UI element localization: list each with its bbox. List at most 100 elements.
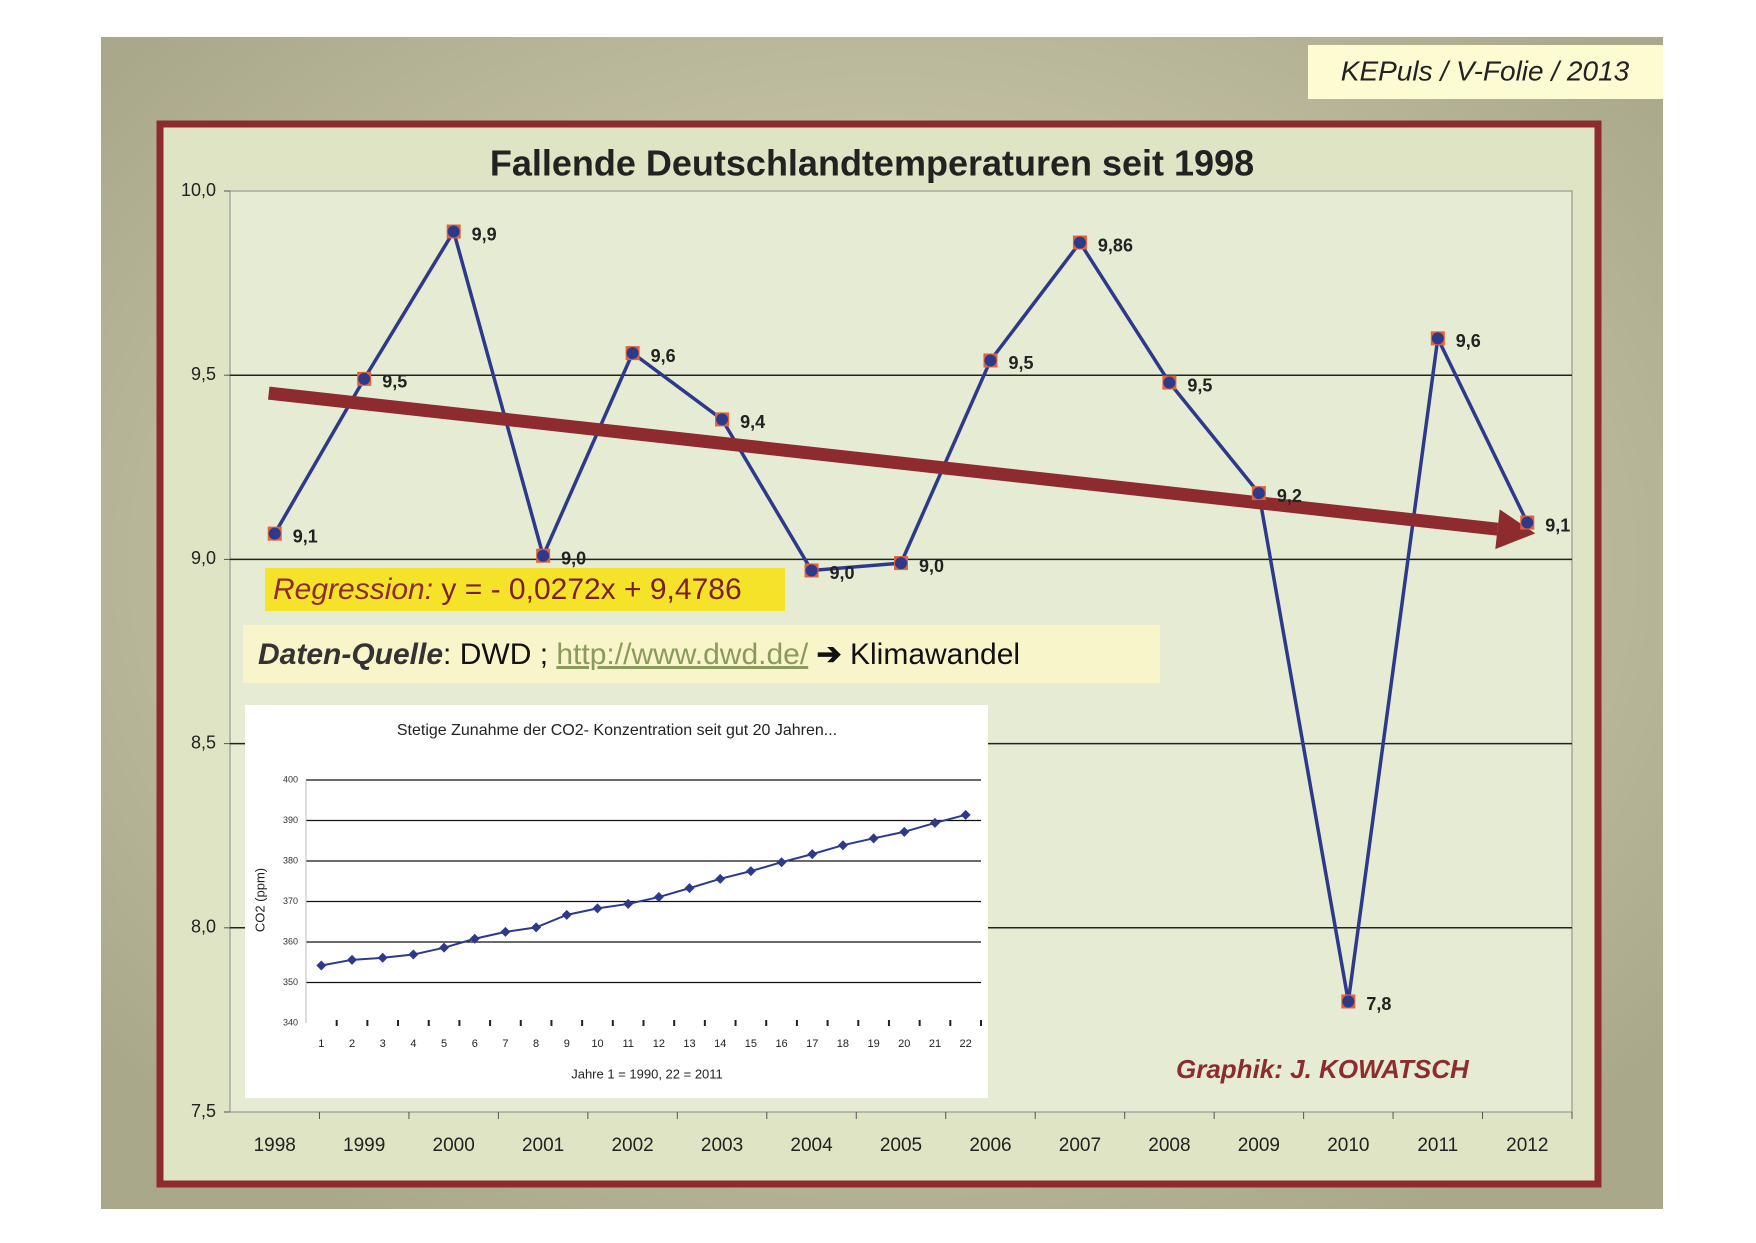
value-label: 9,5 — [1187, 375, 1212, 395]
value-label: 9,86 — [1098, 235, 1133, 255]
inset-marker — [899, 826, 910, 837]
value-label: 9,4 — [740, 412, 765, 432]
trend-arrowhead — [1495, 509, 1536, 550]
y-tick-label: 8,0 — [191, 917, 216, 937]
inset-x-tick-label: 6 — [472, 1038, 478, 1050]
inset-y-tick-label: 390 — [283, 815, 298, 825]
marker — [805, 564, 818, 577]
inset-marker — [715, 873, 726, 884]
marker — [1252, 487, 1265, 500]
inset-x-tick-label: 21 — [929, 1038, 941, 1050]
marker — [358, 372, 371, 385]
marker — [1431, 332, 1444, 345]
marker — [1342, 995, 1355, 1008]
x-tick-label: 2011 — [1417, 1135, 1458, 1156]
value-label: 9,5 — [382, 372, 407, 392]
x-tick-label: 2008 — [1148, 1135, 1190, 1156]
inset-x-tick-label: 1 — [318, 1038, 324, 1050]
x-tick-label: 1999 — [343, 1135, 385, 1156]
credit: Graphik: J. KOWATSCH — [1176, 1054, 1470, 1084]
value-label: 9,9 — [472, 224, 497, 244]
inset-x-tick-label: 19 — [867, 1038, 879, 1050]
inset-x-tick-label: 10 — [591, 1038, 603, 1050]
inset-marker — [960, 809, 971, 820]
marker — [1073, 236, 1086, 249]
inset-y-label: CO2 (ppm) — [252, 868, 267, 932]
value-label: 9,1 — [293, 526, 318, 546]
value-label: 9,1 — [1545, 515, 1570, 535]
y-tick-label: 9,5 — [191, 364, 216, 384]
marker — [984, 354, 997, 367]
inset-x-tick-label: 5 — [441, 1038, 447, 1050]
inset-marker — [469, 933, 480, 944]
inset-x-tick-label: 15 — [745, 1038, 757, 1050]
trend-line — [268, 386, 1499, 536]
inset-y-tick-label: 370 — [283, 896, 298, 906]
source-arrow: ➔ — [808, 638, 850, 671]
marker — [895, 557, 907, 570]
inset-marker — [316, 960, 327, 971]
inset-marker — [653, 892, 664, 903]
regression: Regression: y = - 0,0272x + 9,4786 — [273, 573, 742, 606]
inset-marker — [745, 866, 756, 877]
source: Daten-Quelle: DWD ; http://www.dwd.de/ ➔… — [258, 638, 1020, 671]
marker — [537, 549, 550, 562]
value-label: 9,0 — [561, 548, 586, 568]
inset-x-tick-label: 11 — [622, 1038, 633, 1050]
inset-x-tick-label: 16 — [775, 1038, 787, 1050]
x-tick-label: 2003 — [701, 1135, 743, 1156]
y-tick-label: 9,0 — [191, 548, 216, 568]
y-tick-label: 8,5 — [191, 732, 216, 752]
source-tag: KEPuls / V-Folie / 2013 — [1341, 55, 1630, 86]
x-tick-label: 1998 — [254, 1135, 296, 1156]
inset-x-tick-label: 9 — [564, 1038, 570, 1050]
marker — [268, 527, 281, 540]
tag-box — [1308, 45, 1663, 99]
inset-marker — [561, 909, 572, 920]
inset-x-tick-label: 20 — [898, 1038, 910, 1050]
inset-x-tick-label: 3 — [380, 1038, 386, 1050]
inset-marker — [592, 903, 603, 914]
marker — [1163, 376, 1176, 389]
regression-label: Regression: — [273, 573, 433, 606]
y-tick-label: 7,5 — [191, 1101, 216, 1121]
inset-x-tick-label: 12 — [653, 1038, 665, 1050]
value-label: 9,6 — [651, 346, 676, 366]
value-label: 9,2 — [1277, 486, 1302, 506]
marker — [447, 225, 460, 238]
inset-marker — [837, 840, 848, 851]
source-box — [243, 625, 1160, 683]
x-tick-label: 2007 — [1059, 1135, 1101, 1156]
value-label: 9,5 — [1008, 353, 1033, 373]
x-tick-label: 2012 — [1506, 1135, 1548, 1156]
inset-marker — [439, 942, 450, 953]
inset-marker — [531, 922, 542, 933]
x-tick-label: 2002 — [611, 1135, 653, 1156]
x-tick-label: 2004 — [790, 1135, 833, 1156]
inset-line — [321, 813, 966, 967]
x-tick-label: 2001 — [522, 1135, 564, 1156]
inset-marker — [929, 817, 940, 828]
value-label: 9,0 — [919, 556, 944, 576]
marker — [716, 413, 729, 426]
inset-y-tick-label: 360 — [283, 936, 298, 946]
inset-x-tick-label: 4 — [410, 1038, 416, 1050]
chart-title: Fallende Deutschlandtemperaturen seit 19… — [490, 143, 1254, 184]
inset-x-tick-label: 17 — [806, 1038, 818, 1050]
inset-x-tick-label: 14 — [714, 1038, 726, 1050]
inset-x-tick-label: 8 — [533, 1038, 539, 1050]
inset-marker — [347, 954, 358, 965]
inset-x-tick-label: 7 — [502, 1038, 508, 1050]
x-tick-label: 2009 — [1238, 1135, 1280, 1156]
y-tick-label: 10,0 — [181, 180, 216, 200]
source-text: : DWD ; — [443, 638, 556, 671]
source-url[interactable]: http://www.dwd.de/ — [556, 638, 808, 671]
x-tick-label: 2006 — [969, 1135, 1011, 1156]
inset-x-label: Jahre 1 = 1990, 22 = 2011 — [571, 1066, 723, 1081]
marker — [626, 347, 639, 360]
value-label: 9,6 — [1456, 331, 1481, 351]
inset-x-tick-label: 2 — [349, 1038, 355, 1050]
inset-marker — [408, 949, 419, 960]
inset-x-tick-label: 18 — [837, 1038, 849, 1050]
